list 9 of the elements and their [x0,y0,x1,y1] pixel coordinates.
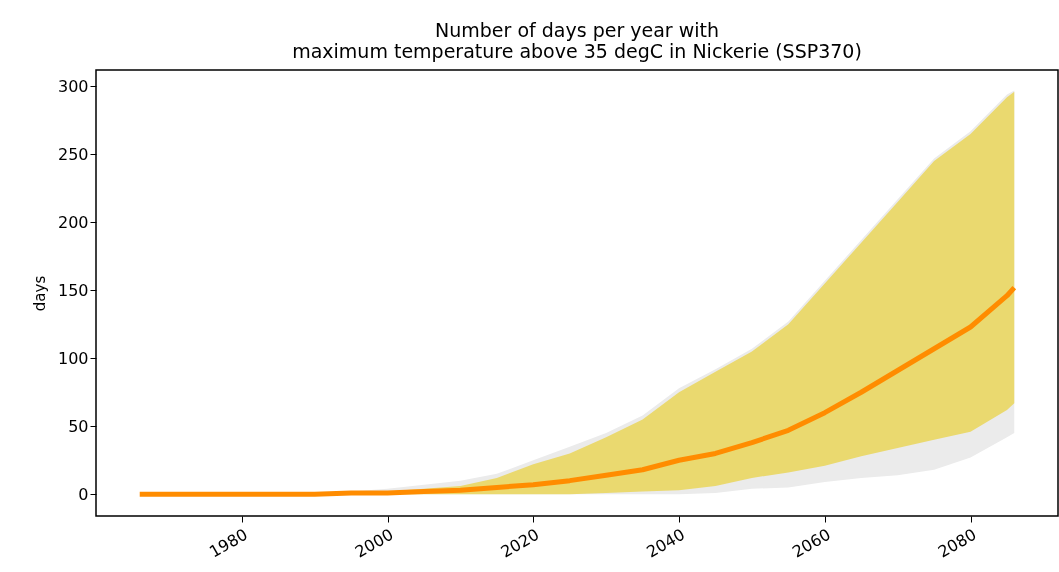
y-tick-label: 0 [78,484,89,504]
chart-title: Number of days per year with maximum temperature above 35 degC in Nickerie (SSP370) [292,19,862,62]
y-tick-label: 100 [57,348,89,368]
y-tick-label: 200 [57,212,89,232]
y-tick-label: 250 [57,144,89,164]
y-tick-label: 300 [57,76,89,96]
y-tick-label: 50 [68,416,89,436]
y-tick-label: 150 [57,280,89,300]
y-axis-title: days [30,275,49,312]
